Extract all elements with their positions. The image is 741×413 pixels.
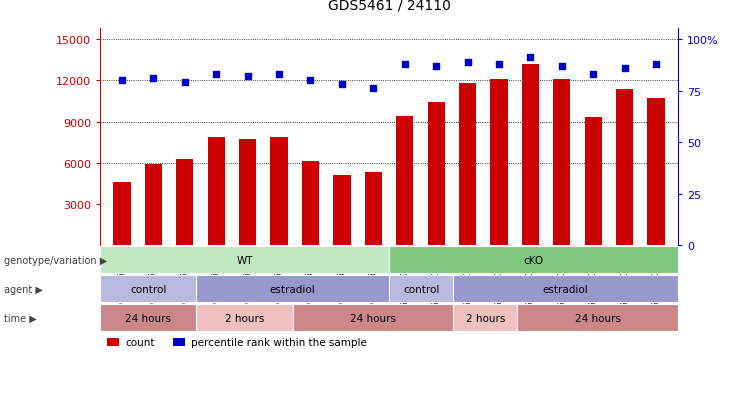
Text: estradiol: estradiol [542, 284, 588, 294]
Bar [144, 165, 162, 246]
Text: control: control [403, 284, 439, 294]
Bar [553, 80, 571, 246]
Point [493, 61, 505, 68]
Bar [365, 173, 382, 246]
Text: genotype/variation ▶: genotype/variation ▶ [4, 255, 107, 265]
Point [399, 61, 411, 68]
Text: 24 hours: 24 hours [125, 313, 171, 323]
Point [336, 82, 348, 88]
Bar [239, 140, 256, 246]
Text: control: control [130, 284, 167, 294]
Bar [113, 183, 130, 246]
Text: count: count [125, 337, 155, 347]
Text: WT: WT [236, 255, 253, 265]
Text: GDS5461 / 24110: GDS5461 / 24110 [328, 0, 451, 12]
Bar [333, 176, 350, 246]
Text: agent ▶: agent ▶ [4, 284, 42, 294]
Point [242, 74, 253, 80]
Point [273, 71, 285, 78]
Bar [396, 117, 413, 246]
Text: estradiol: estradiol [270, 284, 316, 294]
Bar [459, 84, 476, 246]
Point [588, 71, 599, 78]
Text: percentile rank within the sample: percentile rank within the sample [191, 337, 367, 347]
Text: 2 hours: 2 hours [465, 313, 505, 323]
Bar [648, 99, 665, 246]
Point [305, 78, 316, 84]
Point [179, 80, 190, 86]
Bar [302, 162, 319, 246]
Point [619, 65, 631, 72]
Point [650, 61, 662, 68]
Point [556, 63, 568, 70]
Bar [270, 137, 288, 246]
Text: cKO: cKO [523, 255, 544, 265]
Bar [428, 103, 445, 246]
Bar [491, 80, 508, 246]
Point [462, 59, 473, 66]
Bar [585, 118, 602, 246]
Bar [176, 159, 193, 246]
Point [525, 55, 536, 62]
Bar [616, 89, 634, 246]
Text: 24 hours: 24 hours [350, 313, 396, 323]
Text: time ▶: time ▶ [4, 313, 36, 323]
Bar [207, 137, 225, 246]
Point [368, 86, 379, 93]
Point [147, 76, 159, 82]
Bar [522, 64, 539, 246]
Point [210, 71, 222, 78]
Text: 24 hours: 24 hours [575, 313, 621, 323]
Point [431, 63, 442, 70]
Point [116, 78, 128, 84]
Text: 2 hours: 2 hours [225, 313, 265, 323]
